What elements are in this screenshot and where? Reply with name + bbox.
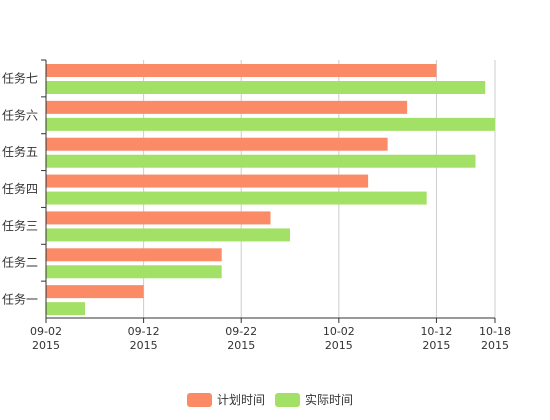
legend-label: 实际时间 [305,392,353,407]
bar-planned[interactable] [46,137,388,151]
x-tick-label: 09-22 [225,325,257,338]
y-category-label: 任务一 [2,292,38,307]
legend-item[interactable]: 计划时间 [187,393,265,407]
bar-actual[interactable] [46,154,476,168]
y-category-label: 任务五 [2,144,38,159]
bar-planned[interactable] [46,211,271,225]
bar-planned[interactable] [46,174,369,188]
y-category-label: 任务四 [2,181,38,196]
bar-planned[interactable] [46,285,144,299]
x-tick-label: 09-12 [128,325,160,338]
bar-actual[interactable] [46,117,495,131]
legend-item[interactable]: 实际时间 [275,392,353,407]
x-tick-year-label: 2015 [422,339,450,352]
y-category-label: 任务七 [2,70,38,85]
legend-swatch [275,393,300,407]
axes-layer: 09-02201509-12201509-22201510-02201510-1… [2,59,511,352]
x-tick-year-label: 2015 [130,339,158,352]
x-tick-label: 09-02 [30,325,62,338]
bar-actual[interactable] [46,81,486,94]
x-tick-year-label: 2015 [227,339,255,352]
bar-actual[interactable] [46,228,291,242]
legend-label: 计划时间 [217,393,265,407]
x-tick-year-label: 2015 [32,339,60,352]
x-tick-label: 10-18 [479,325,511,338]
legend-swatch [187,393,212,407]
x-tick-label: 10-12 [420,325,452,338]
x-tick-year-label: 2015 [325,339,353,352]
bar-actual[interactable] [46,191,427,205]
x-tick-label: 10-02 [323,325,355,338]
legend[interactable]: 计划时间 实际时间 [187,392,353,407]
y-category-label: 任务六 [2,107,38,122]
bar-planned[interactable] [46,100,408,114]
bar-planned[interactable] [46,64,437,77]
y-category-label: 任务三 [2,218,38,233]
bar-actual[interactable] [46,265,222,279]
grid-layer [143,60,496,318]
bar-planned[interactable] [46,248,222,262]
bars-layer [46,64,495,316]
y-category-label: 任务二 [2,255,38,270]
x-tick-year-label: 2015 [481,339,509,352]
bar-actual[interactable] [46,302,86,316]
